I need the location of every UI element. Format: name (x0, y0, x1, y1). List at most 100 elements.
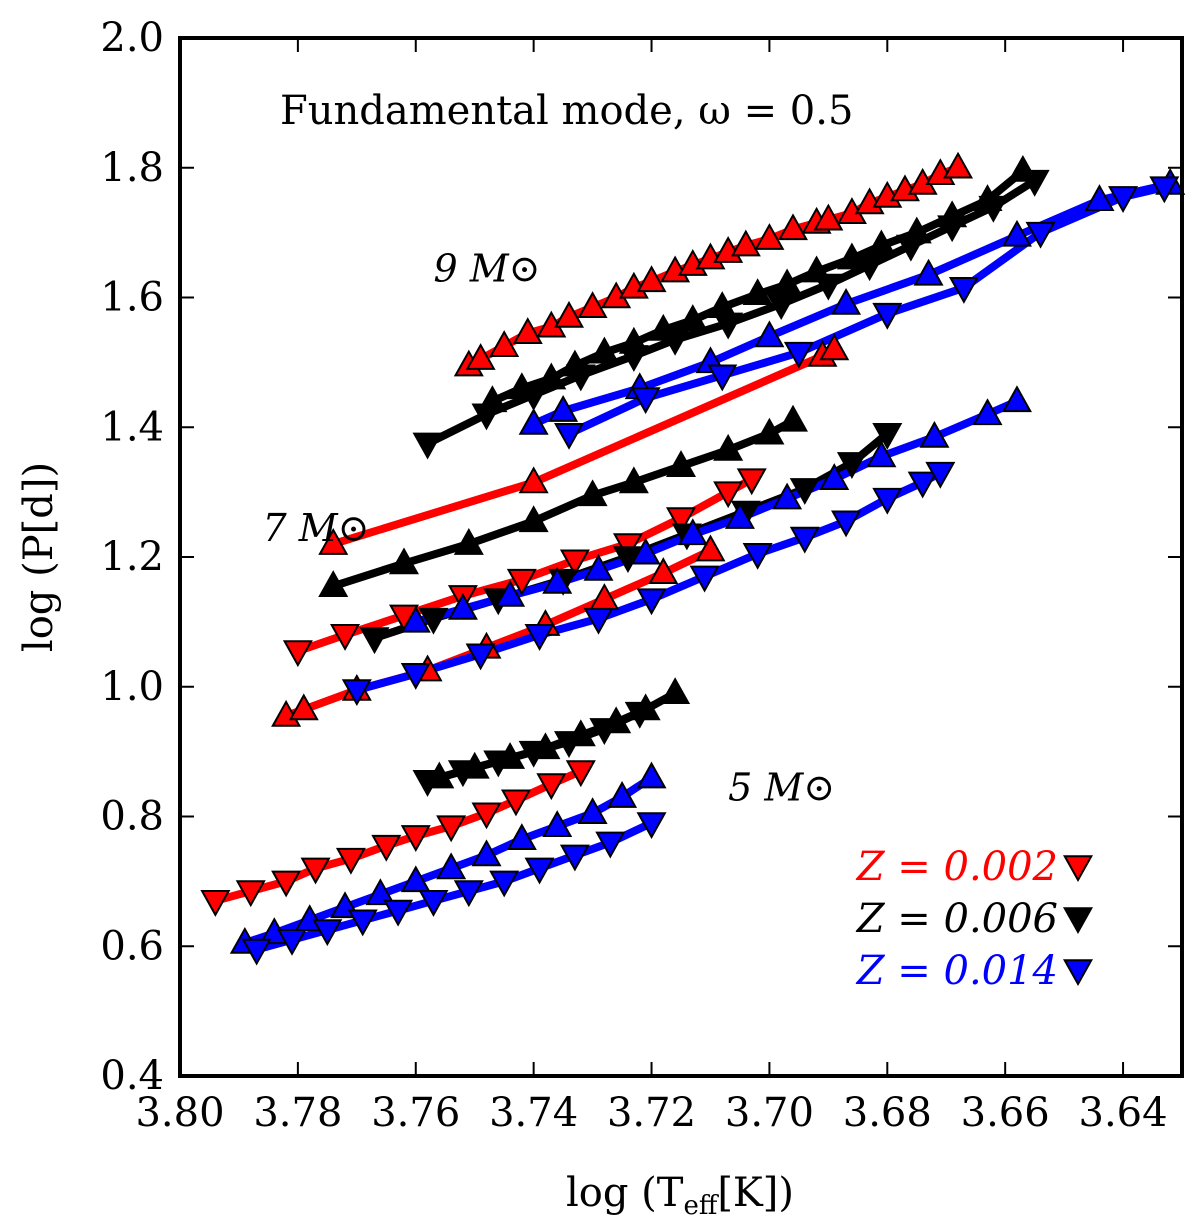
series-marker (495, 579, 526, 607)
series-marker (347, 909, 378, 937)
series-marker (465, 643, 496, 671)
series-marker (447, 760, 478, 788)
labels-layer: 3.80 3.78 3.76 3.74 3.72 3.70 3.68 3.66 3.64 0.4 0… (100, 15, 1167, 1136)
series-marker (754, 320, 785, 348)
y-tick-label: 0.8 (100, 794, 164, 840)
legend-marker (1062, 907, 1094, 935)
series-marker (636, 761, 667, 789)
series-marker (554, 422, 585, 450)
y-tick-label: 1.8 (100, 145, 164, 191)
y-tick-label: 2.0 (100, 15, 164, 61)
series-marker (1149, 176, 1180, 204)
legend-label: Z = 0.014 (855, 948, 1058, 994)
series-marker (766, 293, 797, 321)
series-marker (518, 466, 549, 494)
series-marker (813, 203, 844, 231)
y-tick-label: 0.6 (100, 923, 164, 969)
series-marker (925, 461, 956, 489)
y-tick-label: 1.6 (100, 275, 164, 321)
series-marker (630, 387, 661, 415)
series-marker (312, 919, 343, 947)
series-marker (471, 839, 502, 867)
series-marker (589, 336, 620, 364)
series-marker (948, 276, 979, 304)
series-marker (524, 857, 555, 885)
series-marker (512, 317, 543, 344)
series-marker (813, 273, 844, 301)
series-marker (978, 195, 1009, 223)
series-marker (554, 731, 585, 758)
series-marker (400, 662, 431, 690)
series-marker (489, 330, 520, 357)
series-line (329, 416, 797, 591)
series-marker (742, 278, 773, 306)
series-marker (789, 526, 820, 554)
series-marker (542, 810, 573, 838)
series-marker (583, 607, 614, 635)
series-marker (872, 422, 903, 450)
series-marker (1019, 169, 1050, 197)
series-marker (288, 693, 319, 721)
series-marker (489, 870, 520, 898)
legend-marker (1062, 855, 1094, 883)
series-marker (524, 624, 555, 651)
series-marker (483, 750, 514, 778)
y-tick-label: 1.0 (100, 664, 164, 710)
series-marker (271, 870, 302, 898)
series-line (293, 475, 756, 656)
series-marker (559, 844, 590, 872)
series-marker (365, 878, 396, 906)
x-tick-label: 3.66 (961, 1090, 1050, 1136)
series-marker (542, 566, 573, 594)
series-marker (789, 478, 820, 505)
series-marker (1025, 221, 1056, 249)
series-marker (595, 831, 626, 859)
series-marker (660, 328, 691, 356)
series-marker (624, 701, 655, 729)
series-marker (937, 215, 968, 243)
series-marker (400, 605, 431, 633)
series-marker (359, 627, 390, 655)
series-marker (548, 394, 579, 422)
series-marker (636, 812, 667, 840)
series-marker (418, 607, 449, 635)
series-marker (1001, 385, 1032, 413)
series-marker (742, 542, 773, 570)
series-marker (341, 679, 372, 707)
series-marker (783, 341, 814, 369)
legend: Z = 0.002 Z = 0.006 Z = 0.014 (855, 844, 1094, 994)
series-marker (235, 880, 266, 908)
x-tick-label: 3.72 (607, 1090, 696, 1136)
series-marker (724, 502, 755, 529)
series-marker (453, 880, 484, 908)
x-tick-label: 3.76 (371, 1090, 460, 1136)
series-marker (831, 510, 862, 538)
series-marker (648, 557, 679, 585)
series-line (529, 180, 1175, 428)
mass-label: 9 M⊙ (433, 246, 540, 290)
series-marker (660, 677, 691, 705)
x-tick-label: 3.68 (843, 1090, 932, 1136)
series-marker (913, 258, 944, 286)
x-tick-label: 3.78 (253, 1090, 342, 1136)
series-marker (943, 151, 974, 179)
series-marker (636, 588, 667, 616)
series-marker (831, 287, 862, 315)
x-tick-label: 3.74 (489, 1090, 578, 1136)
y-tick-label: 1.4 (100, 404, 164, 450)
series-marker (713, 433, 744, 461)
series-marker (713, 481, 744, 509)
series-marker (665, 450, 697, 477)
series-marker (1001, 219, 1032, 247)
series-marker (730, 229, 761, 257)
mass-label: 5 M⊙ (728, 765, 835, 809)
series-marker (618, 466, 649, 494)
series-marker (919, 420, 950, 448)
series-marker (583, 553, 614, 581)
series-marker (465, 343, 496, 370)
series-marker (436, 852, 467, 880)
series-marker (318, 570, 349, 597)
series-marker (577, 797, 608, 825)
series-marker (371, 834, 402, 862)
series-marker (618, 345, 649, 372)
